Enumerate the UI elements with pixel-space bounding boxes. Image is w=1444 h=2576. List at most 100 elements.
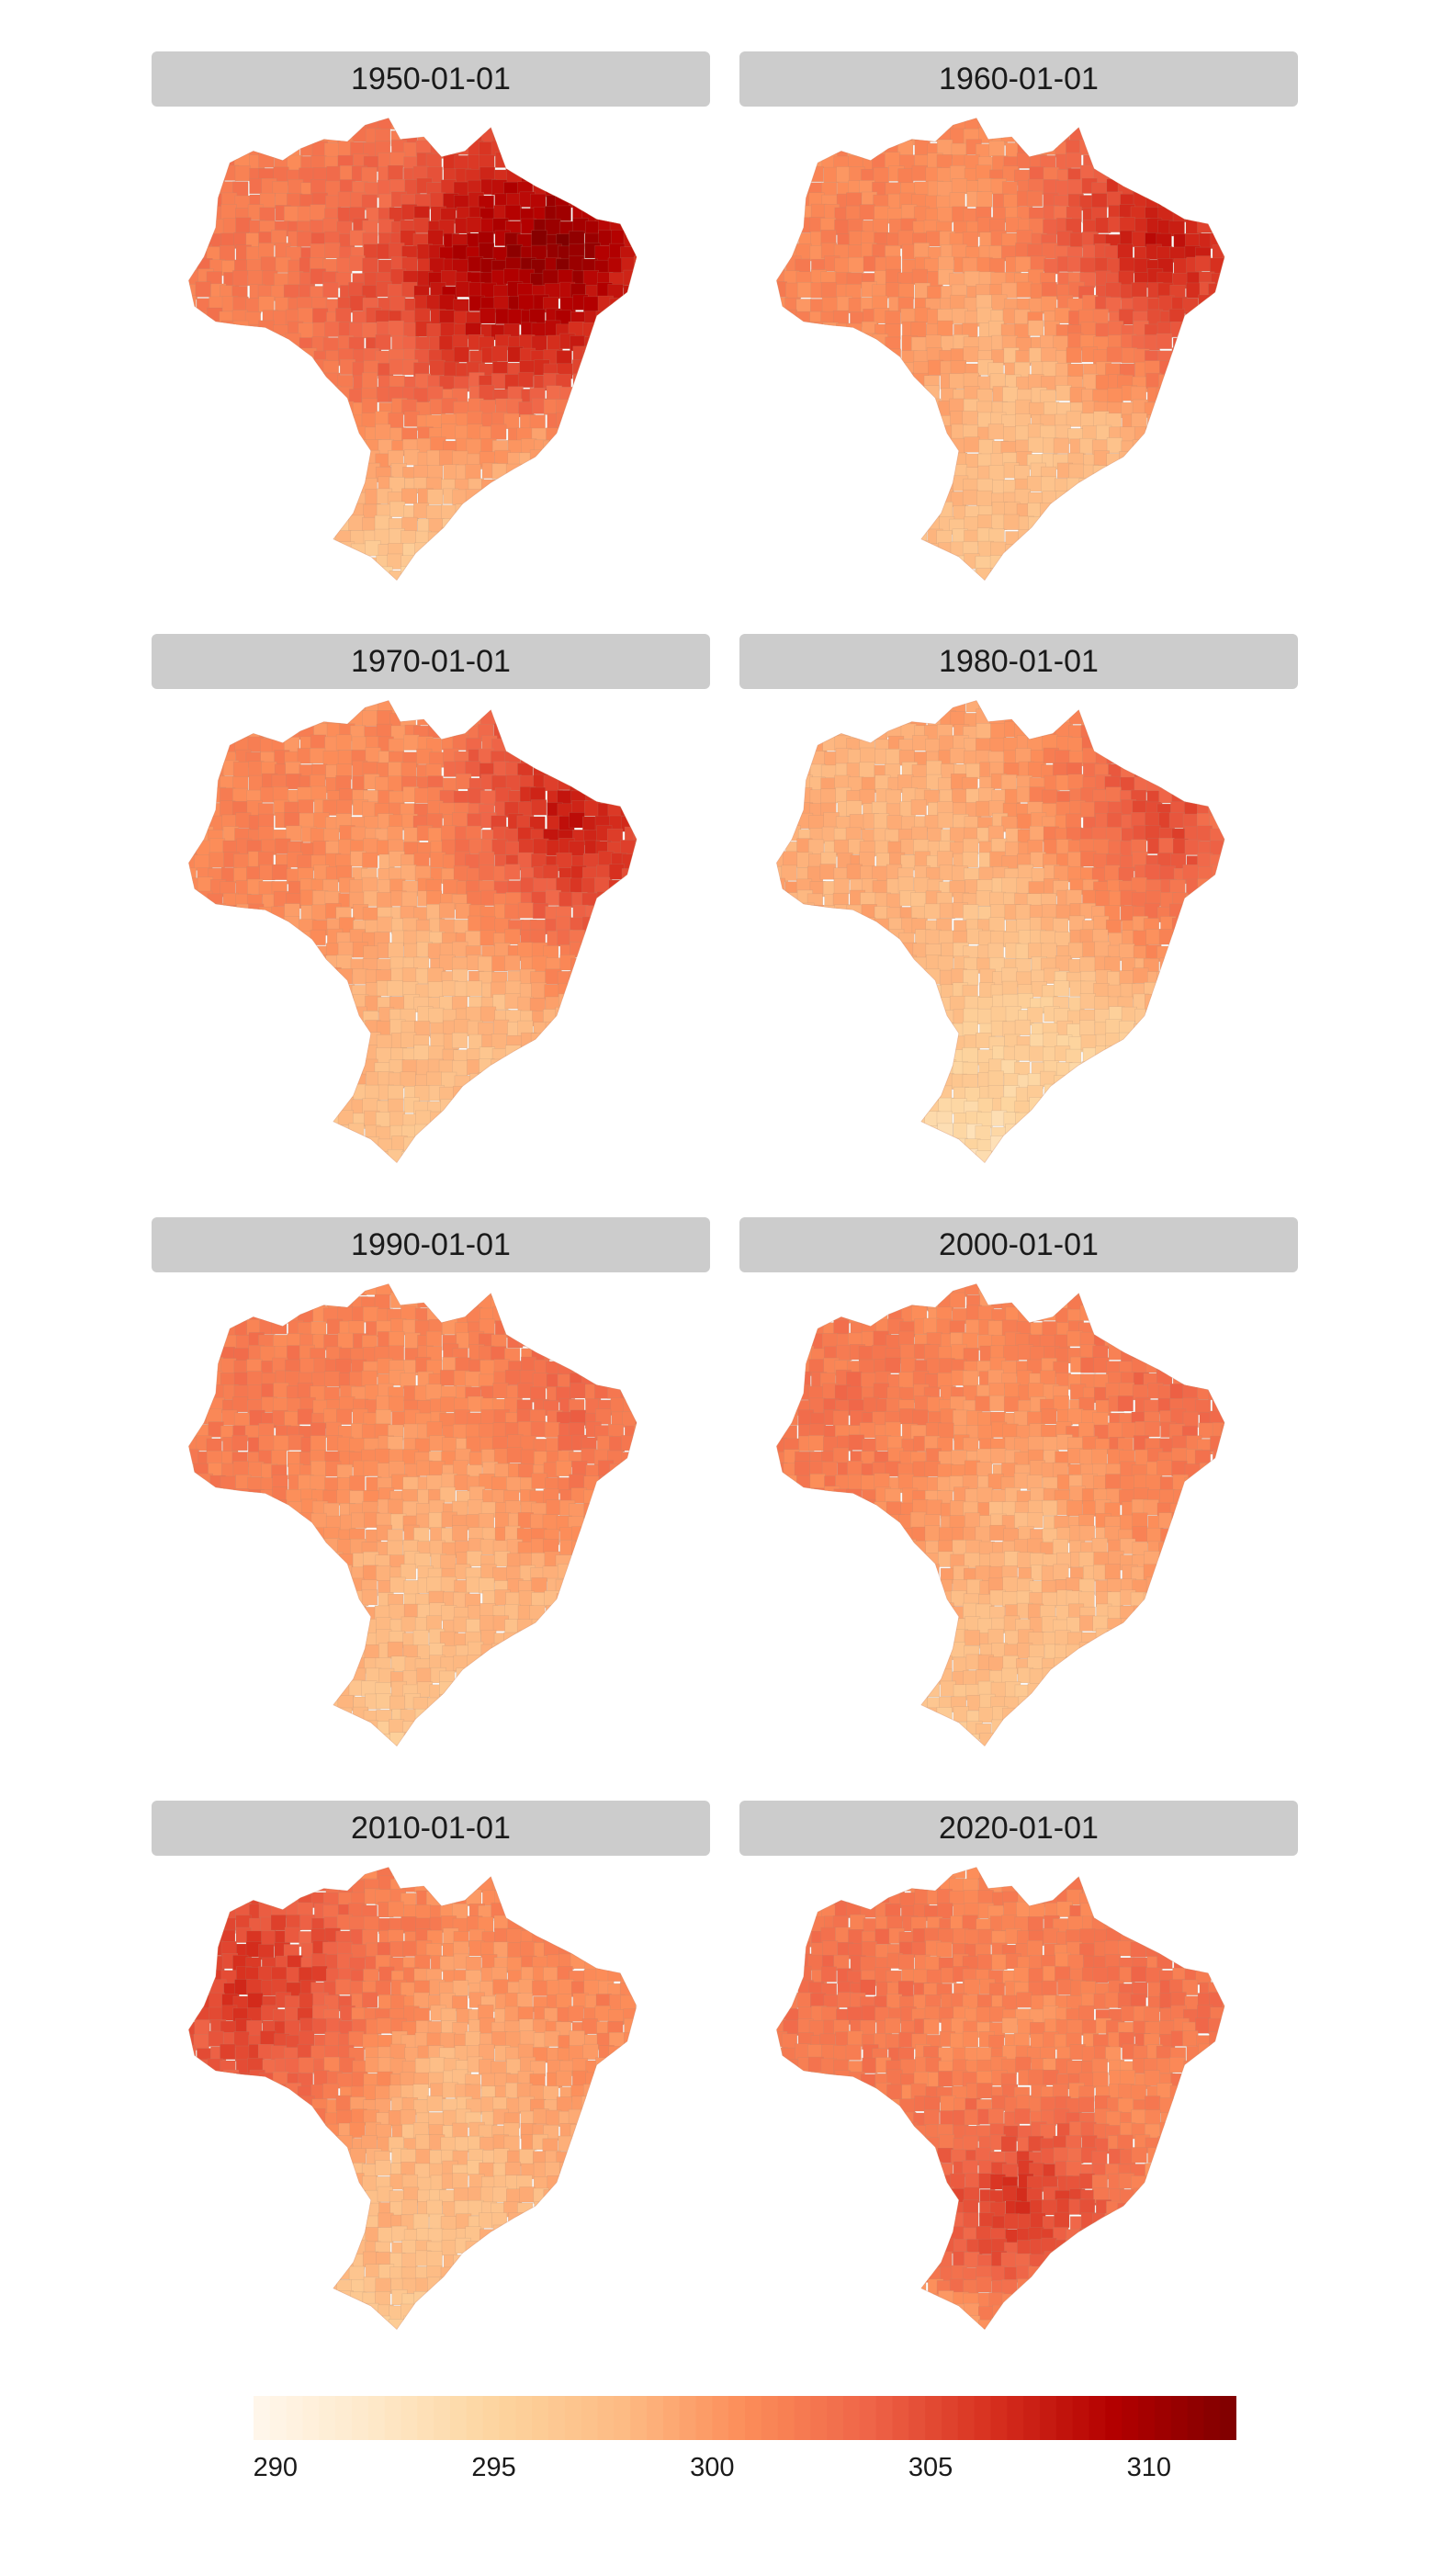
municipality-cell [299,540,315,558]
municipality-cell [285,529,301,546]
municipality-cell [195,204,211,220]
municipality-cell [599,1164,615,1176]
municipality-cell [1195,437,1212,454]
municipality-cell [1196,177,1213,195]
municipality-cell [861,1023,877,1040]
municipality-cell [596,929,613,945]
municipality-cell [234,1166,250,1176]
municipality-cell [845,544,863,561]
municipality-cell [846,970,863,987]
municipality-cell [1221,358,1225,376]
municipality-cell [1186,579,1202,581]
municipality-cell [209,568,225,581]
municipality-cell [598,489,615,505]
municipality-cell [272,931,289,948]
municipality-cell [1131,710,1147,727]
municipality-cell [188,245,199,262]
municipality-cell [221,1125,238,1142]
municipality-cell [1108,725,1124,741]
municipality-cell [1044,130,1060,146]
municipality-cell [517,557,534,573]
municipality-cell [623,322,637,339]
municipality-cell [1173,465,1190,481]
municipality-cell [901,554,918,571]
municipality-cell [1131,167,1147,184]
municipality-cell [594,526,611,544]
municipality-cell [776,526,787,544]
municipality-cell [1211,334,1225,351]
municipality-cell [558,1110,575,1126]
municipality-cell [188,167,199,184]
municipality-cell [897,372,914,389]
municipality-cell [807,152,824,169]
municipality-cell [596,479,613,496]
municipality-cell [246,503,263,520]
municipality-cell [621,787,637,804]
municipality-cell [1208,568,1224,581]
municipality-cell [1183,902,1200,919]
municipality-cell [363,567,380,581]
municipality-cell [622,1139,637,1156]
municipality-cell [897,489,914,505]
municipality-cell [781,864,797,881]
country-outline [775,118,1225,582]
municipality-cell [453,582,468,593]
municipality-cell [288,413,304,430]
municipality-cell [388,1165,403,1176]
municipality-cell [608,916,625,932]
municipality-cell [455,515,471,532]
municipality-cell [557,1048,573,1065]
municipality-cell [260,1060,277,1077]
municipality-cell [325,1022,342,1039]
municipality-cell [236,568,253,581]
municipality-cell [335,734,353,751]
municipality-cell [570,1084,587,1101]
municipality-cell [195,814,211,830]
municipality-cell [503,723,520,740]
municipality-cell [196,775,212,793]
municipality-cell [188,700,201,717]
municipality-cell [1095,142,1112,159]
municipality-cell [312,1020,329,1036]
municipality-cell [1145,182,1162,198]
municipality-cell [219,142,236,159]
municipality-cell [783,385,799,401]
municipality-cell [520,749,536,765]
municipality-cell [559,501,576,517]
municipality-cell [784,967,801,985]
municipality-cell [195,451,211,468]
municipality-cell [427,981,445,998]
municipality-cell [807,1022,824,1038]
municipality-cell [1004,118,1021,130]
municipality-cell [1212,295,1225,311]
municipality-cell [1195,711,1212,729]
municipality-cell [325,583,341,593]
municipality-cell [990,118,1007,130]
municipality-cell [886,815,903,831]
facet-strip-label: 1980-01-01 [739,634,1298,689]
municipality-cell [582,1162,599,1163]
municipality-cell [585,1098,602,1114]
country-outline [187,700,637,1164]
municipality-cell [283,371,300,389]
municipality-cell [569,542,585,559]
municipality-cell [847,981,863,998]
municipality-cell [206,449,222,466]
municipality-cell [188,399,197,415]
municipality-cell [352,1036,368,1053]
municipality-cell [569,514,586,530]
municipality-cell [924,118,941,131]
municipality-cell [846,904,863,921]
municipality-cell [231,554,248,571]
municipality-cell [784,735,800,751]
municipality-cell [897,567,914,581]
municipality-cell [1183,774,1200,790]
municipality-cell [622,411,637,427]
municipality-cell [597,129,614,145]
municipality-cell [518,294,535,311]
municipality-cell [809,1011,826,1027]
municipality-cell [622,337,637,354]
municipality-cell [479,1112,495,1128]
municipality-cell [846,864,863,880]
municipality-cell [245,1072,262,1089]
